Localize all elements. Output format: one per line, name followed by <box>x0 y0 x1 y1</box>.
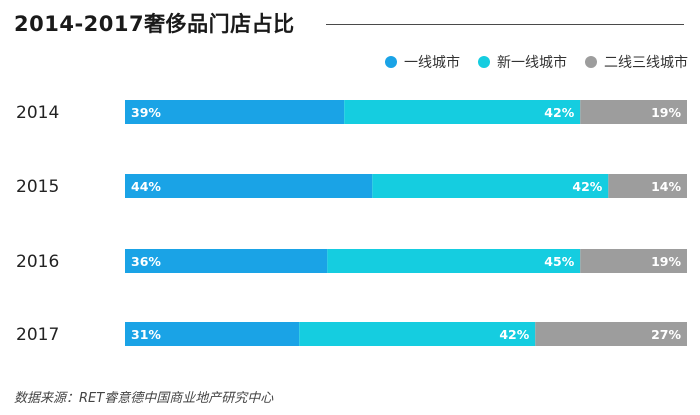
bar-segment-2015-s1 <box>372 174 609 198</box>
bar-segment-2015-s0 <box>125 174 373 198</box>
legend-swatch-new-tier1 <box>478 56 490 68</box>
data-label-2015-s2: 14% <box>651 179 681 194</box>
legend-swatch-tier1 <box>385 56 397 68</box>
bar-segment-2016-s0 <box>125 249 328 273</box>
data-label-2015-s0: 44% <box>131 179 161 194</box>
data-label-2016-s2: 19% <box>651 254 681 269</box>
title-divider <box>326 24 684 25</box>
source-note: 数据来源：RET睿意德中国商业地产研究中心 <box>14 391 274 406</box>
bar-segment-2017-s0 <box>125 322 300 346</box>
legend-item-new-tier1: 新一线城市 <box>478 52 567 72</box>
legend-label-tier1: 一线城市 <box>404 55 460 71</box>
bar-segment-2017-s2 <box>535 322 687 346</box>
legend-item-tier1: 一线城市 <box>385 52 460 72</box>
data-label-2016-s0: 36% <box>131 254 161 269</box>
data-label-2015-s1: 42% <box>572 179 602 194</box>
bar-segment-2016-s1 <box>327 249 581 273</box>
bar-segment-2017-s1 <box>299 322 536 346</box>
bar-segment-2015-s2 <box>608 174 687 198</box>
year-label-2014: 2014 <box>16 103 59 123</box>
data-label-2014-s0: 39% <box>131 105 161 120</box>
data-label-2017-s2: 27% <box>651 327 681 342</box>
data-label-2017-s1: 42% <box>499 327 529 342</box>
legend-swatch-tier2-3 <box>585 56 597 68</box>
data-label-2016-s1: 45% <box>544 254 574 269</box>
data-label-2017-s0: 31% <box>131 327 161 342</box>
bar-segment-2014-s1 <box>344 100 581 124</box>
bar-segment-2016-s2 <box>580 249 687 273</box>
chart-title: 2014-2017奢侈品门店占比 <box>14 12 295 36</box>
year-label-2017: 2017 <box>16 325 59 345</box>
data-label-2014-s2: 19% <box>651 105 681 120</box>
bar-segment-2014-s0 <box>125 100 345 124</box>
legend-item-tier2-3: 二线三线城市 <box>585 52 688 72</box>
legend-label-tier2-3: 二线三线城市 <box>604 55 688 71</box>
legend: 一线城市 新一线城市 二线三线城市 <box>385 52 688 72</box>
bar-segment-2014-s2 <box>580 100 687 124</box>
year-label-2016: 2016 <box>16 252 59 272</box>
year-label-2015: 2015 <box>16 177 59 197</box>
data-label-2014-s1: 42% <box>544 105 574 120</box>
legend-label-new-tier1: 新一线城市 <box>497 55 567 71</box>
